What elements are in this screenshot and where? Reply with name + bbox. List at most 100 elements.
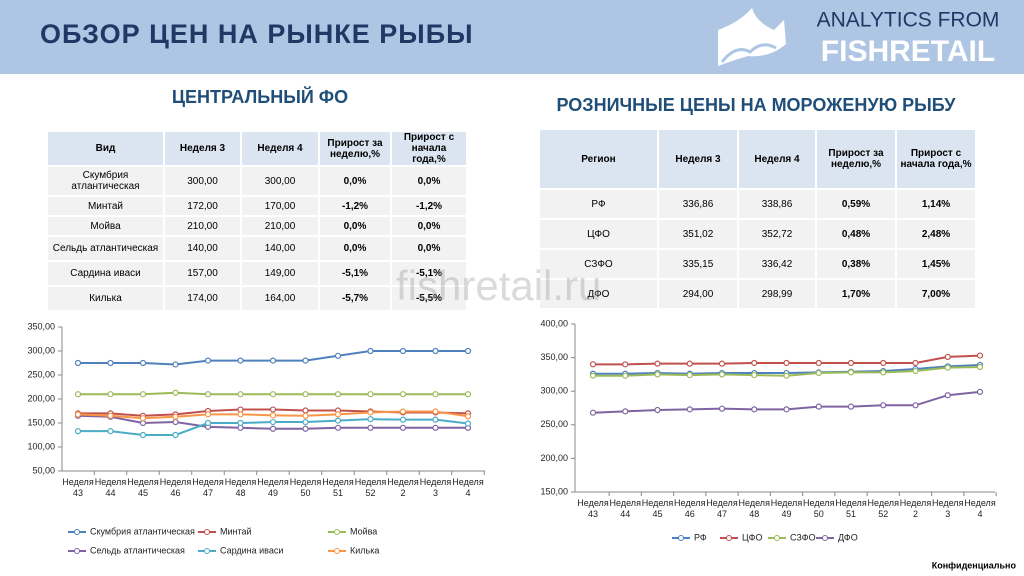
table-title: РОЗНИЧНЫЕ ЦЕНЫ НА МОРОЖЕНУЮ РЫБУ — [557, 95, 957, 115]
column-header: Вид — [46, 130, 165, 167]
series-marker — [783, 359, 790, 367]
legend-label: Сельдь атлантическая — [90, 545, 185, 555]
series-marker — [880, 359, 887, 367]
table-cell: Килька — [46, 285, 165, 312]
series-marker — [944, 392, 951, 399]
y-tick-label: 200,00 — [27, 393, 55, 403]
series-marker — [334, 424, 342, 431]
series-marker — [302, 407, 309, 414]
series-marker — [334, 411, 342, 418]
logo-top: ANALYTICS FROM — [817, 9, 1000, 32]
column-header: Прирост с начала года,% — [895, 128, 977, 190]
y-tick-label: 350,00 — [27, 321, 55, 331]
series-marker — [686, 406, 693, 413]
series-marker — [751, 371, 758, 379]
series-marker — [432, 347, 439, 355]
table-cell: -5,5% — [390, 285, 468, 312]
legend-label: ДФО — [838, 532, 858, 542]
series-marker — [367, 416, 374, 423]
table-row: Минтай 172,00 170,00 -1,2% -1,2% — [46, 195, 468, 217]
table-row: РФ 336,86 338,86 0,59% 1,14% — [538, 188, 977, 220]
series-marker — [172, 431, 179, 439]
x-tick-label: Неделя 43 — [62, 477, 94, 498]
series-marker — [172, 418, 179, 426]
table-cell: -1,2% — [390, 195, 468, 217]
series-marker — [74, 411, 82, 418]
series-marker — [237, 419, 244, 427]
table-cell: 0,0% — [318, 235, 392, 262]
series-marker — [718, 360, 726, 367]
series-marker — [464, 413, 472, 420]
table-cell: 210,00 — [163, 215, 242, 237]
x-tick-label: Неделя 3 — [932, 498, 964, 519]
x-tick-label: Неделя 2 — [899, 498, 932, 519]
series-marker — [269, 391, 277, 398]
x-tick-label: Неделя 48 — [224, 477, 257, 498]
x-tick-label: Неделя 45 — [127, 477, 159, 498]
table-cell: 352,72 — [737, 218, 817, 250]
table-cell: 335,15 — [657, 248, 739, 280]
series-marker — [783, 406, 790, 413]
series-marker — [139, 391, 147, 398]
table-cell: 140,00 — [240, 235, 320, 262]
x-tick-label: Неделя 2 — [387, 477, 419, 498]
table-cell: 2,48% — [895, 218, 977, 250]
series-marker — [912, 402, 919, 409]
table-row: ДФО 294,00 298,99 1,70% 7,00% — [538, 278, 977, 310]
y-tick-label: 100,00 — [27, 441, 55, 451]
series-marker — [464, 347, 472, 355]
y-tick-label: 200,00 — [540, 453, 568, 463]
table-cell: 1,70% — [815, 278, 897, 310]
table-cell: Минтай — [46, 195, 165, 217]
table-cell: 210,00 — [240, 215, 320, 237]
series-marker — [302, 418, 309, 426]
legend-marker — [822, 535, 828, 541]
y-tick-label: 250,00 — [540, 419, 568, 429]
table-cell: 157,00 — [163, 260, 242, 287]
y-tick-label: 400,00 — [540, 318, 568, 328]
series-marker — [269, 412, 277, 419]
x-tick-label: Неделя 43 — [577, 498, 609, 519]
table-row: Мойва 210,00 210,00 0,0% 0,0% — [46, 215, 468, 237]
series-marker — [589, 361, 597, 368]
x-tick-label: Неделя 45 — [641, 498, 674, 519]
series-marker — [847, 403, 855, 410]
series-marker — [976, 388, 984, 395]
legend-label: РФ — [694, 532, 707, 542]
table-cell: 0,59% — [815, 188, 897, 220]
logo-bottom: FISHRETAIL — [821, 35, 995, 68]
series-marker — [399, 391, 407, 398]
series-marker — [751, 359, 758, 367]
table-cell: -5,1% — [318, 260, 392, 287]
x-tick-label: Неделя 49 — [257, 477, 289, 498]
table-row: Скумбрия атлантическая 300,00 300,00 0,0% 0,… — [46, 165, 468, 197]
header-band — [0, 0, 1024, 74]
table-cell: 351,02 — [657, 218, 739, 250]
x-tick-label: Неделя 3 — [419, 477, 452, 498]
table-cell: 174,00 — [163, 285, 242, 312]
series-marker — [432, 391, 439, 398]
table-cell: 298,99 — [737, 278, 817, 310]
series-marker — [751, 406, 758, 413]
x-tick-label: Неделя 4 — [964, 498, 996, 519]
series-marker — [74, 391, 82, 398]
column-header: Неделя 3 — [657, 128, 739, 190]
series-marker — [815, 359, 822, 367]
table-cell: 0,38% — [815, 248, 897, 280]
series-marker — [204, 411, 212, 418]
series-marker — [334, 417, 342, 424]
series-marker — [815, 403, 822, 410]
table-cell: 1,45% — [895, 248, 977, 280]
series-marker — [107, 359, 114, 367]
x-tick-label: Неделя 52 — [354, 477, 387, 498]
table-cell: 336,42 — [737, 248, 817, 280]
series-marker — [399, 347, 407, 355]
legend-marker — [726, 535, 732, 541]
legend-label: Мойва — [350, 526, 377, 536]
y-tick-label: 150,00 — [540, 486, 568, 496]
series-marker — [589, 409, 597, 416]
table-cell: -1,2% — [318, 195, 392, 217]
series-marker — [622, 372, 629, 379]
